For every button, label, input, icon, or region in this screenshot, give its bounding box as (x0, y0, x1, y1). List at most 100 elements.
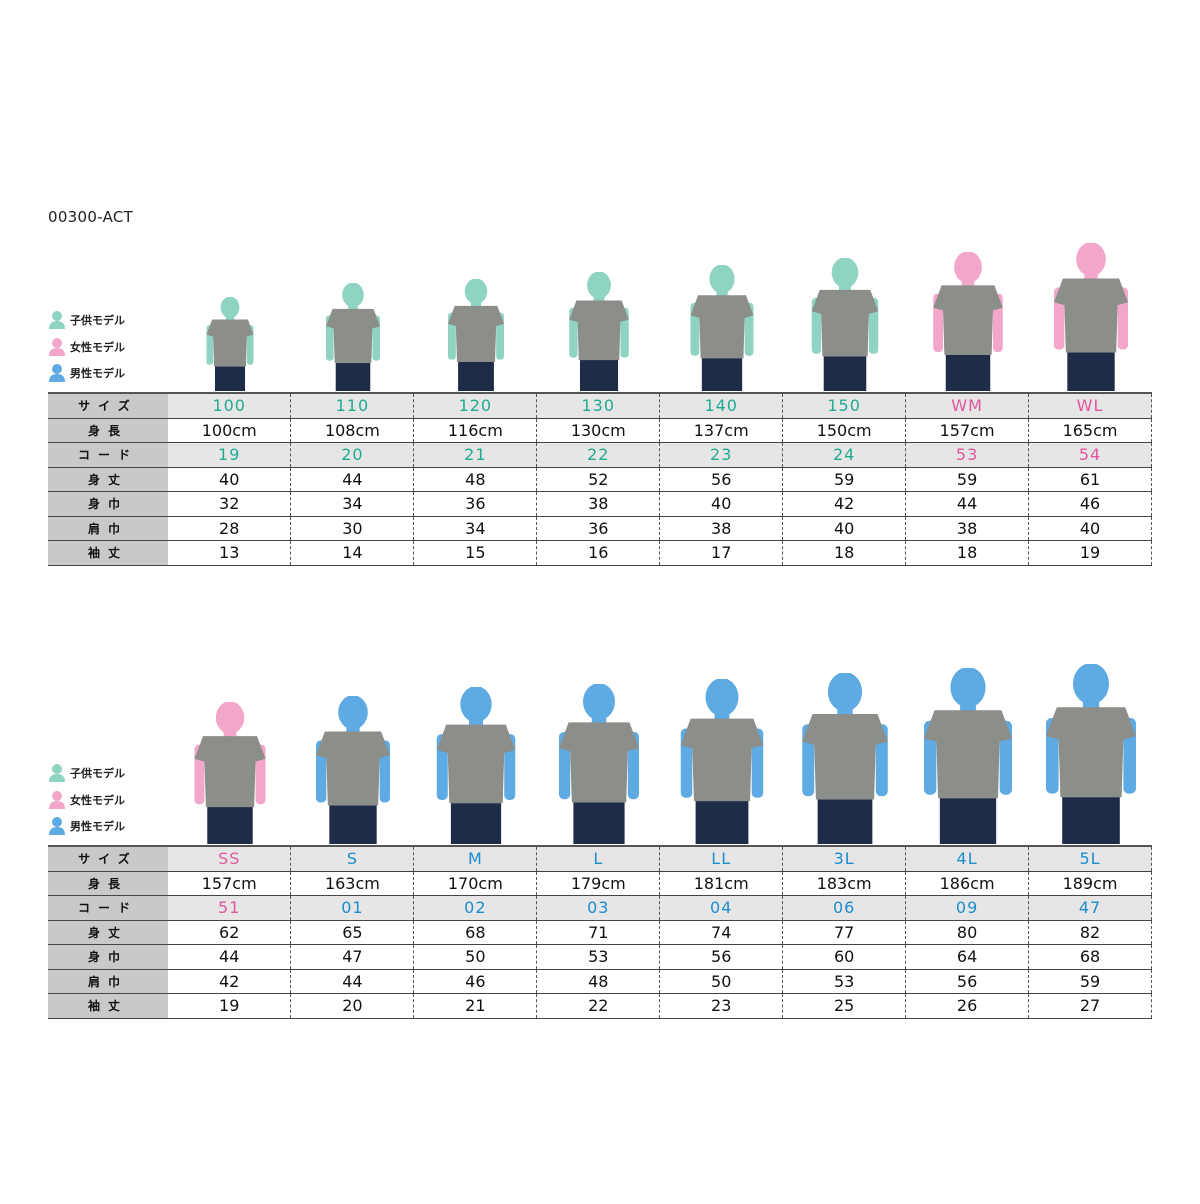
table-cell: 100cm (168, 418, 292, 443)
head (220, 297, 239, 319)
table-cell: 44 (905, 491, 1030, 517)
kid-model-figure (568, 272, 629, 391)
table-cell: 32 (168, 491, 292, 517)
table-cell: 56 (659, 467, 784, 492)
female-model-icon (49, 337, 65, 356)
jeans (1061, 797, 1120, 844)
model-figure-slot (660, 231, 783, 391)
table-cell: 40 (782, 516, 907, 541)
t-shirt (690, 295, 754, 359)
jeans (1066, 352, 1115, 391)
model-legend: 子供モデル 女性モデル 男性モデル (48, 760, 125, 840)
table-cell: 47 (290, 944, 415, 970)
t-shirt (680, 718, 763, 802)
table-cell: 18 (905, 540, 1030, 566)
table-cell: 53 (905, 442, 1030, 468)
legend-label: 男性モデル (70, 820, 125, 834)
table-cell: S (290, 845, 415, 872)
row-label: サイズ (48, 845, 168, 872)
table-cell: L (536, 845, 661, 872)
jeans (939, 798, 996, 844)
table-cell: 120 (413, 392, 538, 419)
table-cell: 157cm (168, 871, 292, 896)
table-cell: 71 (536, 920, 661, 945)
head (949, 668, 986, 708)
table-cell: 80 (905, 920, 1030, 945)
table-cell: 68 (1028, 944, 1152, 970)
table-cell: 50 (413, 944, 538, 970)
table-cell: 64 (905, 944, 1030, 970)
table-cell: 26 (905, 993, 1030, 1019)
table-cell: 17 (659, 540, 784, 566)
row-label: 肩巾 (48, 516, 168, 541)
model-figure-slot (660, 679, 783, 844)
table-cell: 163cm (290, 871, 415, 896)
table-cell: 27 (1028, 993, 1152, 1019)
jeans (817, 799, 872, 844)
model-figure-slot (1029, 231, 1152, 391)
model-figures (168, 231, 1152, 391)
table-cell: 42 (782, 491, 907, 517)
legend-label: 子供モデル (70, 767, 125, 781)
male-model-figure (436, 687, 515, 844)
female-model-figure (194, 702, 266, 844)
table-cell: 56 (659, 944, 784, 970)
t-shirt (325, 308, 380, 363)
table-cell: 28 (168, 516, 292, 541)
table-cell: 25 (782, 993, 907, 1019)
model-figure-slot (537, 684, 660, 844)
table-cell: 38 (659, 516, 784, 541)
table-cell: 68 (413, 920, 538, 945)
model-figure-slot (291, 684, 414, 844)
table-cell: 77 (782, 920, 907, 945)
table-cell: 47 (1028, 895, 1152, 921)
legend-item-female: 女性モデル (48, 334, 125, 361)
jeans (328, 805, 377, 844)
table-row: 袖丈 19 20 21 22 23 25 26 27 (48, 993, 1152, 1019)
jeans (457, 361, 494, 391)
table-cell: 46 (1028, 491, 1152, 517)
table-cell: 20 (290, 993, 415, 1019)
table-cell: 53 (536, 944, 661, 970)
head (1072, 664, 1109, 705)
t-shirt (447, 305, 504, 362)
table-cell: 48 (536, 969, 661, 994)
jeans (335, 362, 370, 391)
table-cell: 62 (168, 920, 292, 945)
table-cell: 4L (905, 845, 1030, 872)
model-figure-slot (1029, 664, 1152, 844)
table-cell: 183cm (782, 871, 907, 896)
table-cell: 140 (659, 392, 784, 419)
head (582, 684, 615, 720)
jeans (579, 360, 618, 391)
table-cell: 50 (659, 969, 784, 994)
model-figure-slot (168, 231, 291, 391)
table-row: 身長 157cm 163cm 170cm 179cm 181cm 183cm 186cm 189… (48, 871, 1152, 896)
model-figure-slot (783, 673, 906, 844)
table-cell: 181cm (659, 871, 784, 896)
table-cell: 116cm (413, 418, 538, 443)
t-shirt (1045, 707, 1136, 798)
table-cell: 22 (536, 993, 661, 1019)
table-cell: 130cm (536, 418, 661, 443)
table-cell: 157cm (905, 418, 1030, 443)
table-cell: 14 (290, 540, 415, 566)
table-cell: 110 (290, 392, 415, 419)
table-cell: 61 (1028, 467, 1152, 492)
table-cell: 15 (413, 540, 538, 566)
table-cell: 01 (290, 895, 415, 921)
jeans (701, 358, 742, 391)
table-cell: 20 (290, 442, 415, 468)
table-cell: 40 (1028, 516, 1152, 541)
kid-model-icon (49, 764, 65, 783)
table-cell: 52 (536, 467, 661, 492)
model-figure-slot (291, 231, 414, 391)
jeans (214, 366, 245, 391)
kid-model-icon (49, 311, 65, 330)
table-row: 身丈 62 65 68 71 74 77 80 82 (48, 920, 1152, 945)
jeans (206, 807, 253, 844)
table-cell: 150cm (782, 418, 907, 443)
head (708, 265, 735, 294)
table-cell: 19 (1028, 540, 1152, 566)
table-row: コード 51 01 02 03 04 06 09 47 (48, 895, 1152, 921)
